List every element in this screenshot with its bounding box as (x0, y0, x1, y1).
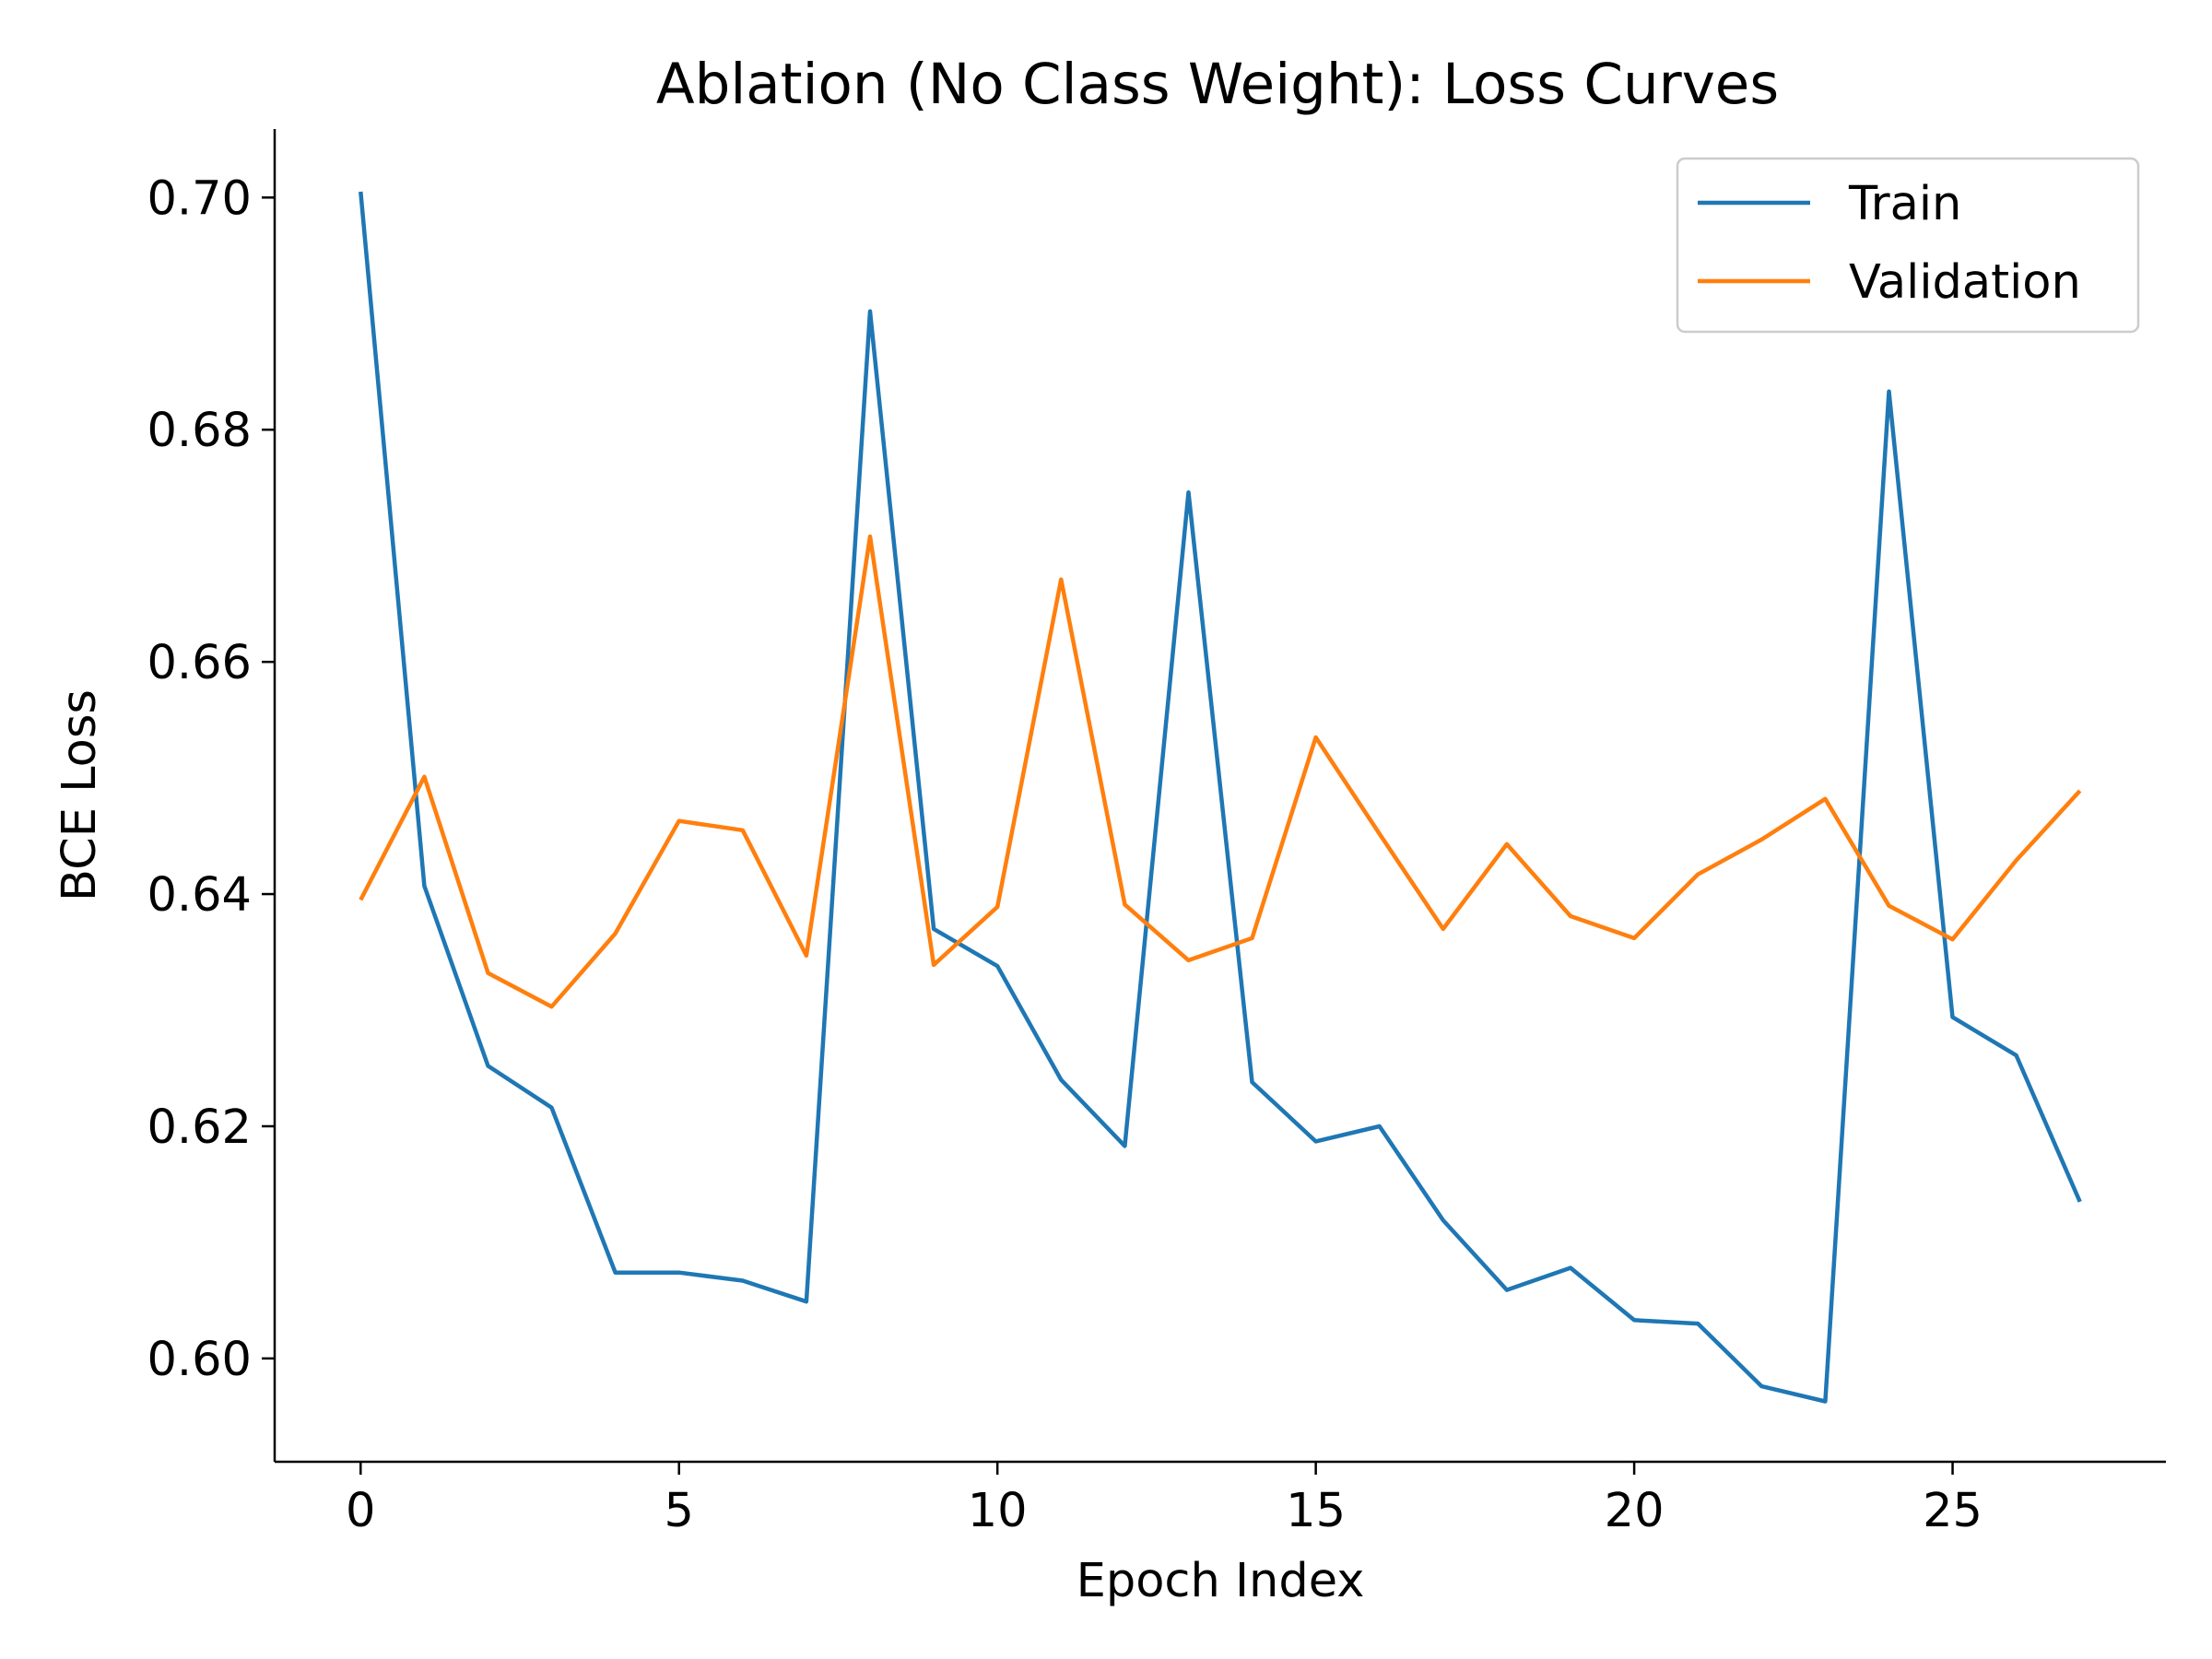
x-tick-label: 10 (968, 1484, 1028, 1538)
y-tick-label: 0.70 (147, 171, 252, 226)
x-tick-label: 25 (1923, 1484, 1983, 1538)
y-tick-label: 0.62 (147, 1100, 252, 1155)
y-tick-label: 0.60 (147, 1333, 252, 1387)
x-tick-label: 15 (1286, 1484, 1346, 1538)
legend: Train Validation (1676, 157, 2140, 334)
x-axis-label: Epoch Index (1077, 1554, 1365, 1608)
x-axis-ticks: 0 5 10 15 20 25 (346, 1462, 1983, 1538)
y-tick-label: 0.68 (147, 404, 252, 458)
x-tick-label: 5 (665, 1484, 694, 1538)
series-line-validation (359, 534, 2082, 1009)
x-tick-label: 0 (346, 1484, 375, 1538)
y-tick-label: 0.66 (147, 636, 252, 690)
x-tick-label: 20 (1605, 1484, 1665, 1538)
y-tick-label: 0.64 (147, 868, 252, 923)
legend-label-train: Train (1848, 177, 1961, 231)
y-axis-ticks: 0.60 0.62 0.64 0.66 0.68 0.70 (147, 171, 275, 1387)
legend-label-validation: Validation (1849, 255, 2081, 310)
chart-title: Ablation (No Class Weight): Loss Curves (656, 52, 1779, 117)
plot-area: 0 5 10 15 20 25 0.60 0.62 0.64 0.66 0.68 0.70 (147, 129, 2166, 1538)
y-axis-label: BCE Loss (53, 689, 107, 901)
series-layer (359, 191, 2082, 1404)
series-line-train (359, 191, 2082, 1404)
